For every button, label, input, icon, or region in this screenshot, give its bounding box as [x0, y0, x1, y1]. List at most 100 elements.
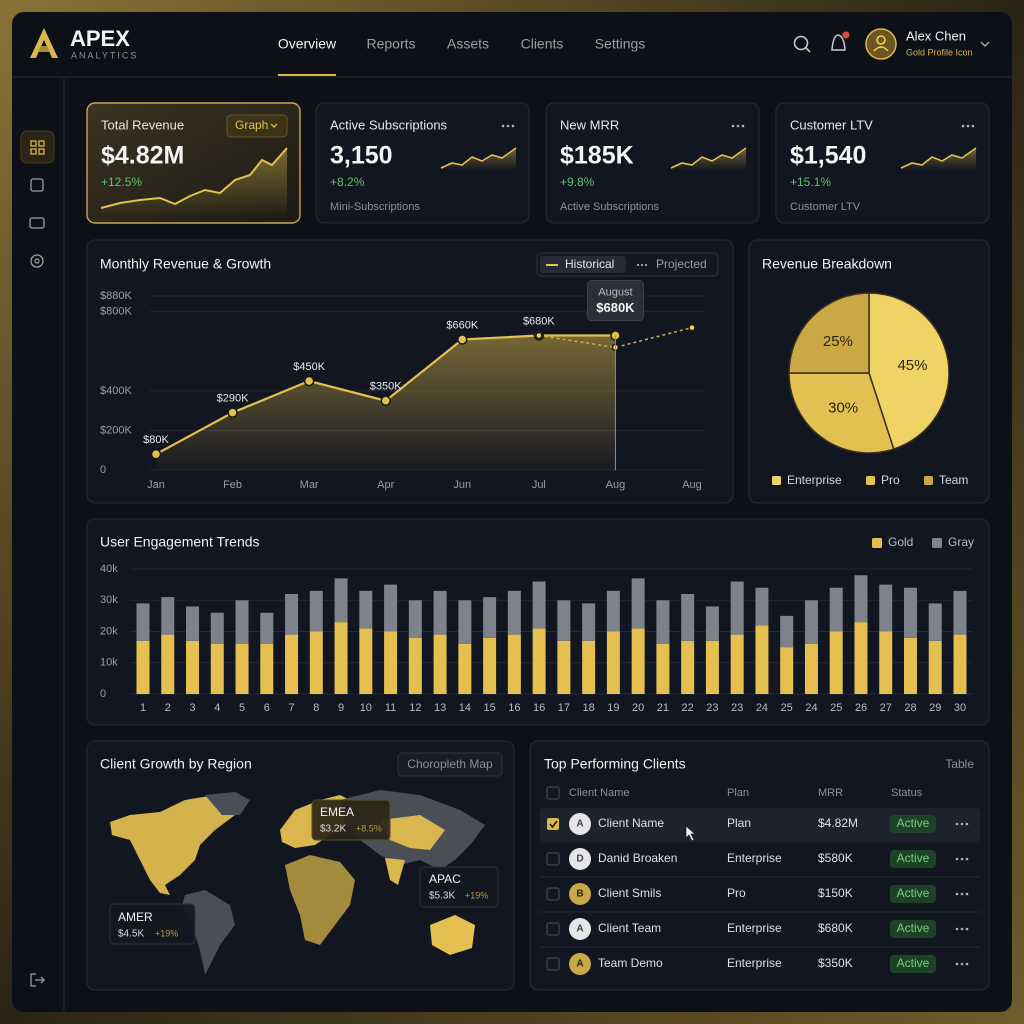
- bar-segment: [532, 628, 546, 694]
- kpi-change: +15.1%: [790, 175, 831, 189]
- row-menu-dot[interactable]: [955, 927, 959, 931]
- assets-icon[interactable]: [29, 217, 45, 229]
- table-badge[interactable]: Table: [945, 757, 974, 771]
- legend-label[interactable]: Gray: [948, 535, 974, 549]
- logo-icon-inner: [38, 46, 50, 52]
- region-north-america: [110, 795, 240, 895]
- x-tick-label: 16: [508, 702, 520, 714]
- bar-segment: [210, 612, 224, 644]
- more-dot[interactable]: [736, 124, 740, 128]
- row-menu-dot[interactable]: [955, 857, 959, 861]
- nav-item[interactable]: Assets: [447, 36, 489, 52]
- legend-active[interactable]: [540, 256, 626, 273]
- kpi-change: +8.2%: [330, 175, 365, 189]
- more-dot[interactable]: [966, 124, 970, 128]
- kpi-card[interactable]: [315, 102, 530, 224]
- legend-label[interactable]: Historical: [565, 257, 614, 271]
- status-pill: [890, 885, 936, 903]
- more-dot[interactable]: [971, 124, 975, 128]
- more-dot[interactable]: [501, 124, 505, 128]
- checkbox[interactable]: [546, 887, 560, 901]
- row-menu-dot[interactable]: [960, 927, 964, 931]
- data-label: $450K: [293, 361, 325, 373]
- sparkline-area: [101, 148, 287, 218]
- bell-icon[interactable]: [831, 34, 846, 51]
- row-highlight: [540, 808, 980, 841]
- nav-item[interactable]: Reports: [366, 36, 415, 52]
- logout-icon[interactable]: [30, 973, 45, 987]
- legend-label[interactable]: Pro: [881, 473, 900, 487]
- legend-swatch: [866, 476, 875, 485]
- kpi-card[interactable]: [775, 102, 990, 224]
- region-name: AMER: [118, 910, 153, 924]
- sparkline-mini: [670, 147, 747, 170]
- kpi-badge-text: Graph: [235, 118, 268, 132]
- region-value: $4.5K: [118, 929, 144, 940]
- cell-text: $680K: [818, 921, 853, 935]
- bar-segment: [532, 581, 546, 629]
- map-badge[interactable]: [397, 752, 503, 777]
- bar-segment: [384, 631, 398, 694]
- cell-text: Client Name: [598, 816, 664, 830]
- x-tick-label: 10: [360, 702, 372, 714]
- checkbox[interactable]: [546, 852, 560, 866]
- checkmark: [549, 820, 558, 829]
- cell-text: $150K: [818, 886, 853, 900]
- search-icon[interactable]: [793, 35, 809, 51]
- pie-slice: [788, 292, 870, 374]
- checkbox[interactable]: [546, 957, 560, 971]
- nav-item[interactable]: Clients: [521, 36, 564, 52]
- legend-label[interactable]: Gold: [888, 535, 913, 549]
- status-text: Active: [897, 921, 930, 935]
- checkbox[interactable]: [546, 922, 560, 936]
- row-menu-dot[interactable]: [960, 962, 964, 966]
- bar-segment: [161, 597, 175, 635]
- row-menu-dot[interactable]: [965, 927, 969, 931]
- bar-segment: [334, 578, 348, 623]
- table: Client Name Plan MRR Status A Client Name Plan…: [540, 786, 980, 975]
- cell-text: Danid Broaken: [598, 851, 677, 865]
- avatar-letter: A: [576, 959, 583, 970]
- more-dot[interactable]: [961, 124, 965, 128]
- row-menu-dot[interactable]: [960, 857, 964, 861]
- row-menu-dot[interactable]: [965, 962, 969, 966]
- legend-label[interactable]: Team: [939, 473, 968, 487]
- region-africa: [285, 855, 355, 945]
- kpi-badge[interactable]: [226, 114, 288, 138]
- user-menu-chevron[interactable]: [980, 41, 990, 47]
- more-dot[interactable]: [741, 124, 745, 128]
- row-menu-dot[interactable]: [965, 857, 969, 861]
- settings-icon[interactable]: [30, 254, 44, 268]
- row-menu-dot[interactable]: [960, 892, 964, 896]
- x-tick-label: Aug: [682, 479, 702, 491]
- bar-segment: [458, 600, 472, 644]
- sidebar-active-item[interactable]: [20, 130, 55, 164]
- x-tick-label: Jul: [532, 479, 546, 491]
- checkbox-checked[interactable]: [547, 818, 559, 830]
- row-menu-dot[interactable]: [955, 892, 959, 896]
- data-point: [457, 334, 468, 345]
- charts: 0 $200K $400K $800K $880K Jan Feb Mar Apr Jun Jul A…: [100, 252, 974, 714]
- bar-segment: [408, 637, 422, 694]
- legend-label[interactable]: Enterprise: [787, 473, 842, 487]
- nav-item[interactable]: Overview: [278, 36, 337, 52]
- data-label: $290K: [217, 393, 249, 405]
- nav-item[interactable]: Settings: [595, 36, 646, 52]
- more-dot[interactable]: [511, 124, 515, 128]
- kpi-card[interactable]: [545, 102, 760, 224]
- more-dot[interactable]: [506, 124, 510, 128]
- checkbox[interactable]: [546, 786, 560, 800]
- row-menu-dot[interactable]: [960, 822, 964, 826]
- row-menu-dot[interactable]: [955, 962, 959, 966]
- avatar-letter: B: [576, 889, 583, 900]
- bar-segment: [582, 640, 596, 694]
- row-menu-dot[interactable]: [965, 892, 969, 896]
- y-tick-label: 20k: [100, 625, 118, 637]
- legend-label[interactable]: Projected: [656, 257, 707, 271]
- more-dot[interactable]: [731, 124, 735, 128]
- bar-segment: [829, 631, 843, 694]
- row-menu-dot[interactable]: [965, 822, 969, 826]
- row-menu-dot[interactable]: [955, 822, 959, 826]
- kpi-change: +12.5%: [101, 175, 142, 189]
- reports-icon[interactable]: [30, 178, 44, 192]
